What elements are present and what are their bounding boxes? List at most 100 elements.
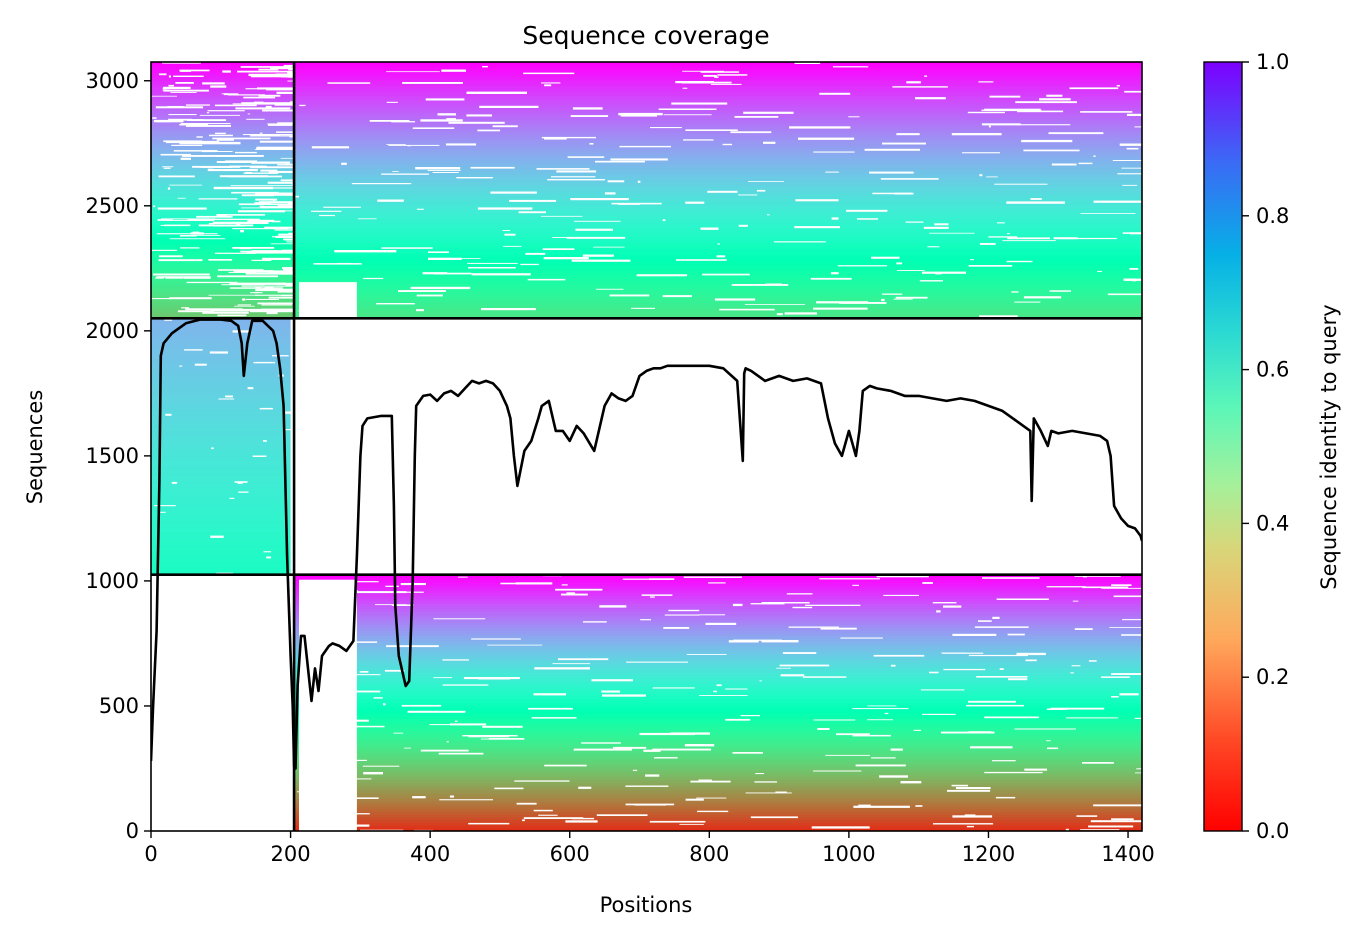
heatmap-band <box>294 163 1142 167</box>
coverage-gap <box>287 76 295 78</box>
coverage-gap <box>175 82 194 84</box>
coverage-gap <box>831 217 839 220</box>
coverage-gap <box>160 153 191 156</box>
coverage-gap <box>362 765 400 767</box>
coverage-gap <box>1017 110 1064 113</box>
coverage-gap <box>942 652 984 654</box>
coverage-gap <box>1046 708 1068 710</box>
coverage-gap <box>893 298 913 300</box>
coverage-gap <box>984 716 1039 719</box>
heatmap-band <box>294 304 1142 309</box>
heatmap-band <box>151 467 291 472</box>
coverage-gap <box>500 582 545 585</box>
coverage-gap <box>690 780 731 783</box>
coverage-gap <box>836 733 870 736</box>
heatmap-band <box>294 822 1142 827</box>
heatmap-band <box>294 718 1142 723</box>
coverage-gap <box>544 764 587 767</box>
coverage-gap <box>448 121 505 124</box>
coverage-gap <box>873 654 925 657</box>
coverage-gap <box>1132 279 1137 282</box>
coverage-gap <box>936 610 941 613</box>
heatmap-band <box>294 147 1142 151</box>
heatmap-band <box>294 251 1142 255</box>
heatmap-band <box>151 152 295 157</box>
coverage-gap <box>534 667 590 670</box>
coverage-gap <box>311 210 342 212</box>
coverage-gap <box>173 75 204 77</box>
coverage-gap <box>152 117 157 119</box>
coverage-gap <box>1121 167 1142 169</box>
coverage-gap <box>350 581 379 583</box>
heatmap-band <box>151 107 295 111</box>
coverage-gap <box>813 151 855 153</box>
coverage-gap <box>471 273 531 276</box>
coverage-gap <box>581 742 621 744</box>
coverage-gap <box>181 307 190 309</box>
coverage-gap <box>182 155 237 157</box>
heatmap-band <box>151 531 291 536</box>
coverage-gap <box>663 114 712 116</box>
heatmap-band <box>151 470 291 474</box>
heatmap-band <box>151 99 295 103</box>
coverage-gap <box>250 75 294 78</box>
coverage-gap <box>976 676 1028 678</box>
heatmap-band <box>151 219 295 223</box>
coverage-gap <box>251 259 272 261</box>
coverage-gap <box>155 277 164 279</box>
coverage-gap <box>416 294 443 297</box>
coverage-gap <box>190 235 221 236</box>
coverage-gap <box>206 112 210 114</box>
coverage-gap <box>560 593 588 596</box>
coverage-gap <box>210 308 262 312</box>
coverage-gap <box>234 481 248 483</box>
coverage-gap <box>1076 815 1098 817</box>
coverage-gap <box>232 247 275 249</box>
coverage-gap <box>482 725 523 728</box>
colorbar-tick-label: 0.0 <box>1256 819 1289 843</box>
coverage-gap <box>490 191 537 194</box>
coverage-gap <box>732 752 763 754</box>
coverage-gap <box>363 277 384 280</box>
heatmap-band <box>294 160 1142 165</box>
heatmap-band <box>294 681 1142 685</box>
heatmap-band <box>294 150 1142 154</box>
coverage-gap <box>186 124 231 127</box>
heatmap-band <box>294 630 1142 635</box>
coverage-gap <box>179 235 197 237</box>
coverage-gap <box>253 361 275 364</box>
heatmap-band <box>151 321 291 325</box>
heatmap-band <box>294 732 1142 736</box>
coverage-gap <box>951 133 1002 136</box>
heatmap-band <box>294 777 1142 781</box>
coverage-gap <box>811 826 870 829</box>
coverage-gap <box>761 602 810 604</box>
coverage-gap <box>750 816 798 819</box>
heatmap-band <box>294 131 1142 135</box>
coverage-gap <box>702 273 750 276</box>
coverage-gap <box>840 637 883 639</box>
coverage-gap <box>776 667 791 669</box>
coverage-gap <box>194 363 207 366</box>
heatmap-band <box>294 88 1142 92</box>
coverage-gap <box>697 810 729 813</box>
coverage-gap <box>165 413 172 416</box>
coverage-gap <box>160 224 189 226</box>
coverage-gap <box>533 693 567 696</box>
coverage-gap <box>249 166 300 169</box>
heatmap-band <box>151 347 291 351</box>
coverage-gap <box>391 121 415 123</box>
coverage-gap <box>218 398 235 400</box>
coverage-gap <box>342 674 381 676</box>
coverage-gap <box>386 71 440 73</box>
heatmap-band <box>294 593 1142 597</box>
coverage-gap <box>947 789 991 792</box>
coverage-gap <box>933 823 994 825</box>
coverage-gap <box>1047 747 1059 750</box>
coverage-gap <box>202 311 249 314</box>
coverage-gap <box>738 194 758 196</box>
coverage-gap <box>210 85 227 88</box>
coverage-gap <box>728 640 759 643</box>
heatmap-band <box>294 644 1142 648</box>
